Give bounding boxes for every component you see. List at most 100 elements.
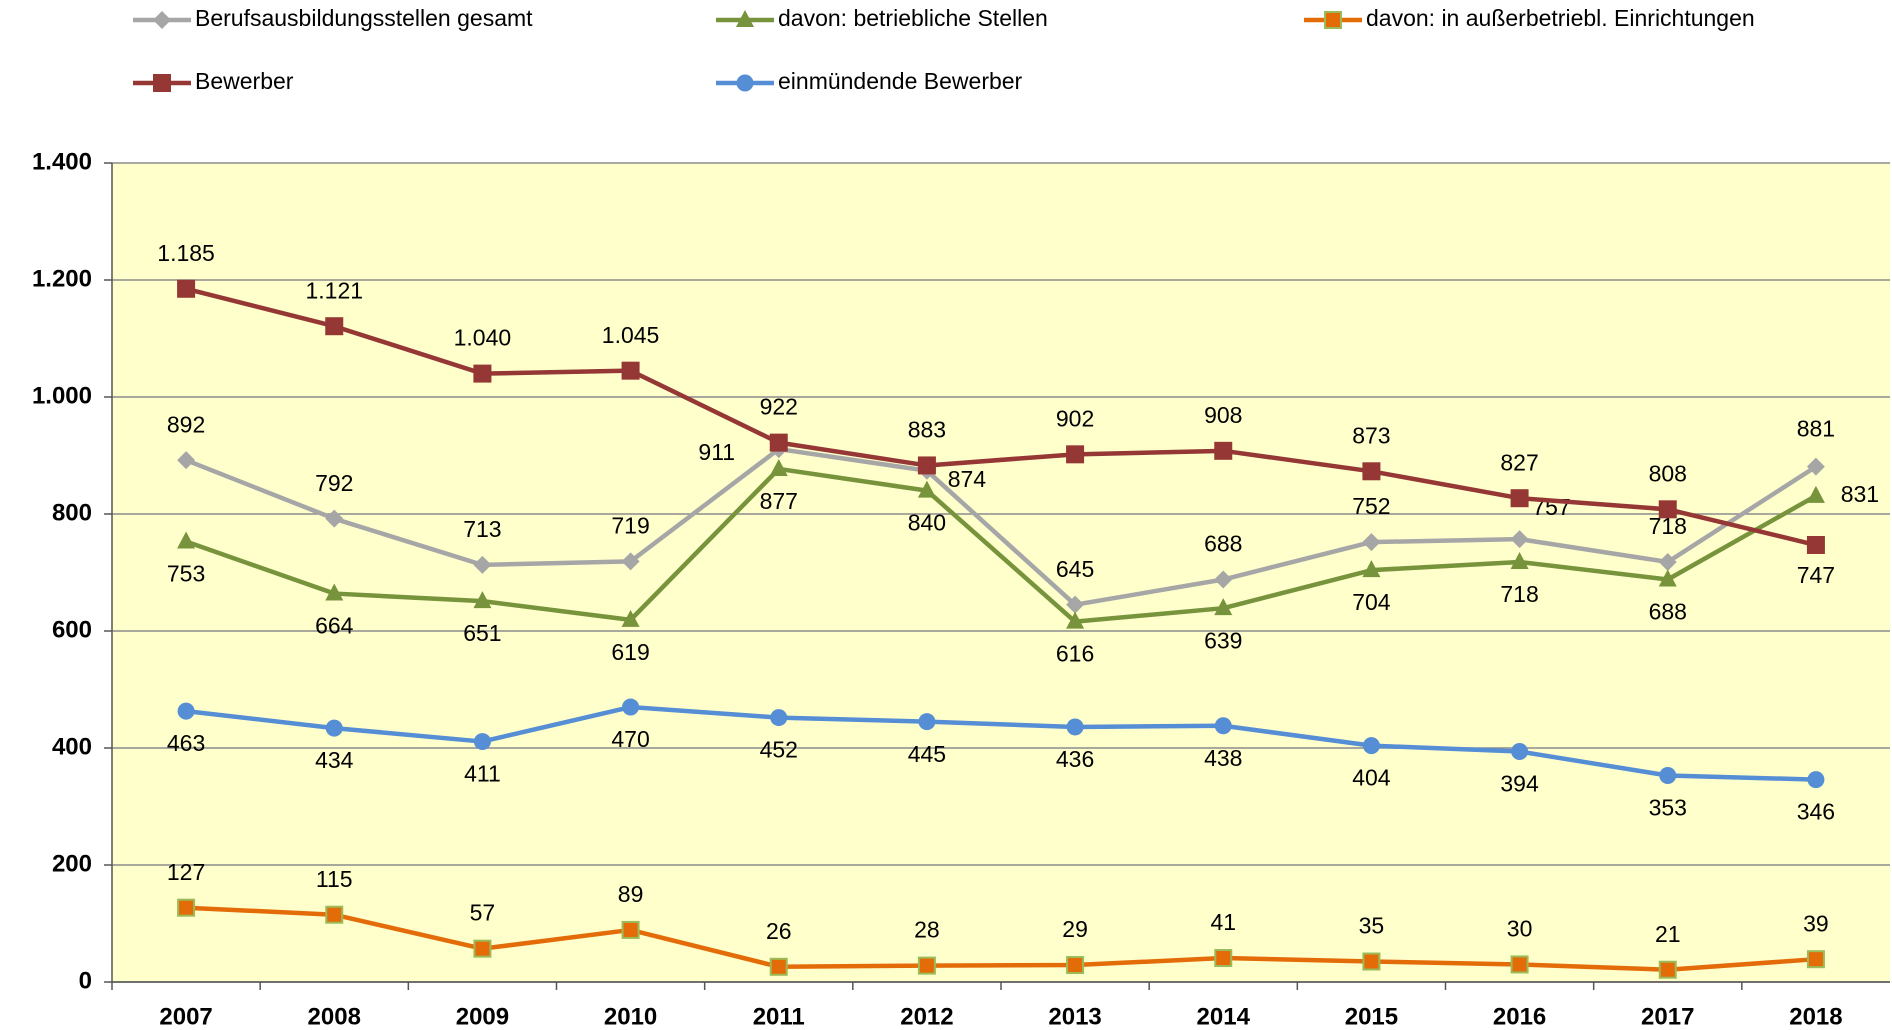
data-label: 463 [167, 730, 205, 756]
data-label: 911 [698, 439, 735, 465]
series-line [185, 286, 1817, 548]
data-label: 718 [1500, 581, 1538, 607]
marker [1066, 445, 1085, 464]
x-tick-label: 2013 [1048, 1003, 1101, 1030]
marker [1511, 743, 1529, 761]
data-label: 873 [1352, 422, 1390, 448]
marker [1362, 560, 1381, 578]
data-label: 411 [464, 761, 501, 787]
series-line [185, 905, 1817, 972]
marker [621, 552, 640, 571]
marker [622, 698, 640, 716]
data-label: 651 [463, 620, 501, 646]
data-label: 908 [1204, 402, 1242, 428]
x-tick-label: 2012 [900, 1003, 953, 1030]
marker [1510, 530, 1529, 549]
marker [1324, 11, 1342, 29]
marker [1214, 949, 1233, 968]
data-label: 115 [316, 866, 353, 892]
legend-label: davon: in außerbetriebl. Einrichtungen [1366, 5, 1755, 31]
y-tick-label: 1.000 [32, 382, 92, 409]
x-tick-label: 2016 [1493, 1003, 1546, 1030]
marker [1066, 718, 1084, 736]
x-tick-label: 2008 [308, 1003, 361, 1030]
marker [1510, 489, 1529, 508]
marker [1214, 441, 1233, 460]
data-label: 645 [1056, 556, 1094, 582]
data-label: 452 [760, 737, 798, 763]
x-tick-label: 2017 [1641, 1003, 1694, 1030]
marker [325, 317, 344, 336]
marker [1806, 536, 1825, 555]
x-tick-label: 2018 [1789, 1003, 1842, 1030]
data-label: 704 [1352, 589, 1391, 615]
marker [769, 458, 788, 476]
data-label: 21 [1655, 921, 1681, 947]
data-label: 353 [1649, 795, 1687, 821]
x-tick-label: 2010 [604, 1003, 657, 1030]
data-label: 29 [1062, 916, 1088, 942]
marker [1066, 611, 1085, 629]
data-label: 1.045 [602, 322, 660, 348]
legend-label: einmündende Bewerber [778, 68, 1023, 94]
data-label: 881 [1797, 416, 1835, 442]
data-label: 808 [1649, 460, 1687, 486]
marker [1362, 533, 1381, 552]
marker [1658, 500, 1677, 519]
y-tick-label: 1.400 [32, 148, 92, 175]
marker [1659, 766, 1677, 784]
legend-label: davon: betriebliche Stellen [778, 5, 1048, 31]
marker [917, 456, 936, 475]
data-label: 28 [914, 917, 940, 943]
marker [917, 480, 936, 498]
data-label: 840 [908, 510, 946, 536]
data-label: 831 [1841, 481, 1879, 507]
x-tick-label: 2015 [1345, 1003, 1398, 1030]
y-tick-label: 1.200 [32, 265, 92, 292]
marker [770, 709, 788, 727]
data-label: 883 [908, 417, 946, 443]
marker [1510, 955, 1529, 974]
marker [1066, 595, 1085, 614]
data-label: 688 [1649, 599, 1687, 625]
data-label: 445 [908, 741, 946, 767]
marker [1658, 569, 1677, 587]
marker [1806, 950, 1825, 969]
marker [1214, 717, 1232, 735]
marker [473, 733, 491, 751]
data-label: 1.040 [454, 325, 512, 351]
marker [325, 719, 343, 737]
marker [1214, 570, 1233, 589]
data-label: 127 [167, 859, 205, 885]
data-label: 26 [766, 918, 792, 944]
marker [153, 74, 171, 92]
marker [1214, 598, 1233, 616]
marker [1806, 457, 1825, 476]
legend-label: Berufsausbildungsstellen gesamt [195, 5, 533, 31]
marker [177, 702, 195, 720]
data-label: 470 [611, 726, 649, 752]
marker [177, 531, 196, 549]
marker [1066, 956, 1085, 975]
marker [325, 509, 344, 528]
marker [177, 279, 196, 298]
series-line [185, 446, 1818, 607]
marker [153, 11, 171, 29]
data-label: 438 [1204, 745, 1242, 771]
x-tick-label: 2014 [1197, 1003, 1251, 1030]
data-label: 394 [1500, 771, 1539, 797]
marker [325, 905, 344, 924]
y-tick-label: 800 [52, 499, 92, 526]
y-tick-label: 600 [52, 616, 92, 643]
marker [769, 433, 788, 452]
data-label: 30 [1507, 916, 1533, 942]
marker [917, 956, 936, 975]
marker [1510, 551, 1529, 569]
marker [473, 364, 492, 383]
marker [1362, 737, 1380, 755]
data-label: 39 [1803, 910, 1829, 936]
data-label: 89 [618, 881, 644, 907]
data-label: 434 [315, 747, 354, 773]
marker [769, 957, 788, 976]
